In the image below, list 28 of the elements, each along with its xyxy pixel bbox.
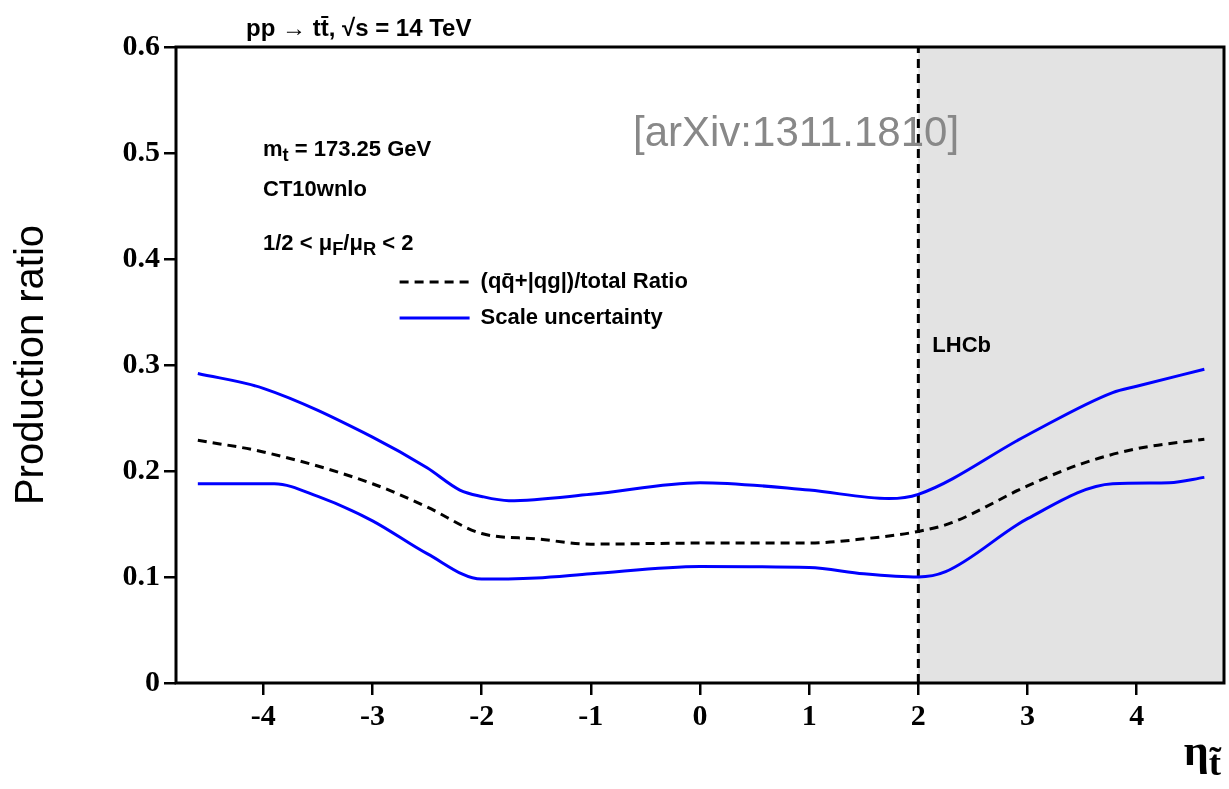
legend-label: Scale uncertainty [480, 303, 664, 329]
legend-label: (qq̄+|qg|)/total Ratio [480, 267, 688, 293]
annotation: [arXiv:1311.1810] [633, 108, 960, 156]
x-tick-label: 4 [1129, 697, 1145, 731]
x-tick-label: -4 [250, 697, 276, 731]
x-tick-label: -1 [578, 697, 604, 731]
y-axis-title: Production ratio [7, 224, 52, 506]
x-tick-label: 1 [801, 697, 817, 731]
band-label: LHCb [932, 331, 991, 357]
y-tick-label: 0.4 [122, 239, 160, 273]
y-tick-label: 0.5 [122, 133, 160, 167]
annotation: 1/2 < μ$_{F}$/μ$_{R}$ < 2 [263, 230, 414, 261]
line-series [196, 367, 1206, 503]
y-tick-label: 0.2 [122, 451, 160, 485]
x-tick-label: -2 [469, 697, 495, 731]
y-tick-label: 0.3 [122, 345, 160, 379]
x-tick-label: 3 [1020, 697, 1035, 731]
y-tick-label: 0 [145, 663, 160, 697]
annotation: m$_{t}$ = 173.25 GeV [263, 136, 432, 167]
annotation: CT10wnlo [263, 176, 367, 202]
line-series [196, 475, 1206, 581]
y-tick-label: 0.1 [122, 557, 160, 591]
chart-title: pp → tt̄, √s = 14 TeV [246, 14, 472, 42]
y-tick-label: 0.6 [122, 27, 160, 61]
x-axis-title: η$_{t̃}$ [1183, 725, 1221, 784]
x-tick-label: -3 [360, 697, 385, 731]
x-tick-label: 2 [910, 697, 926, 731]
x-tick-label: 0 [692, 697, 708, 731]
